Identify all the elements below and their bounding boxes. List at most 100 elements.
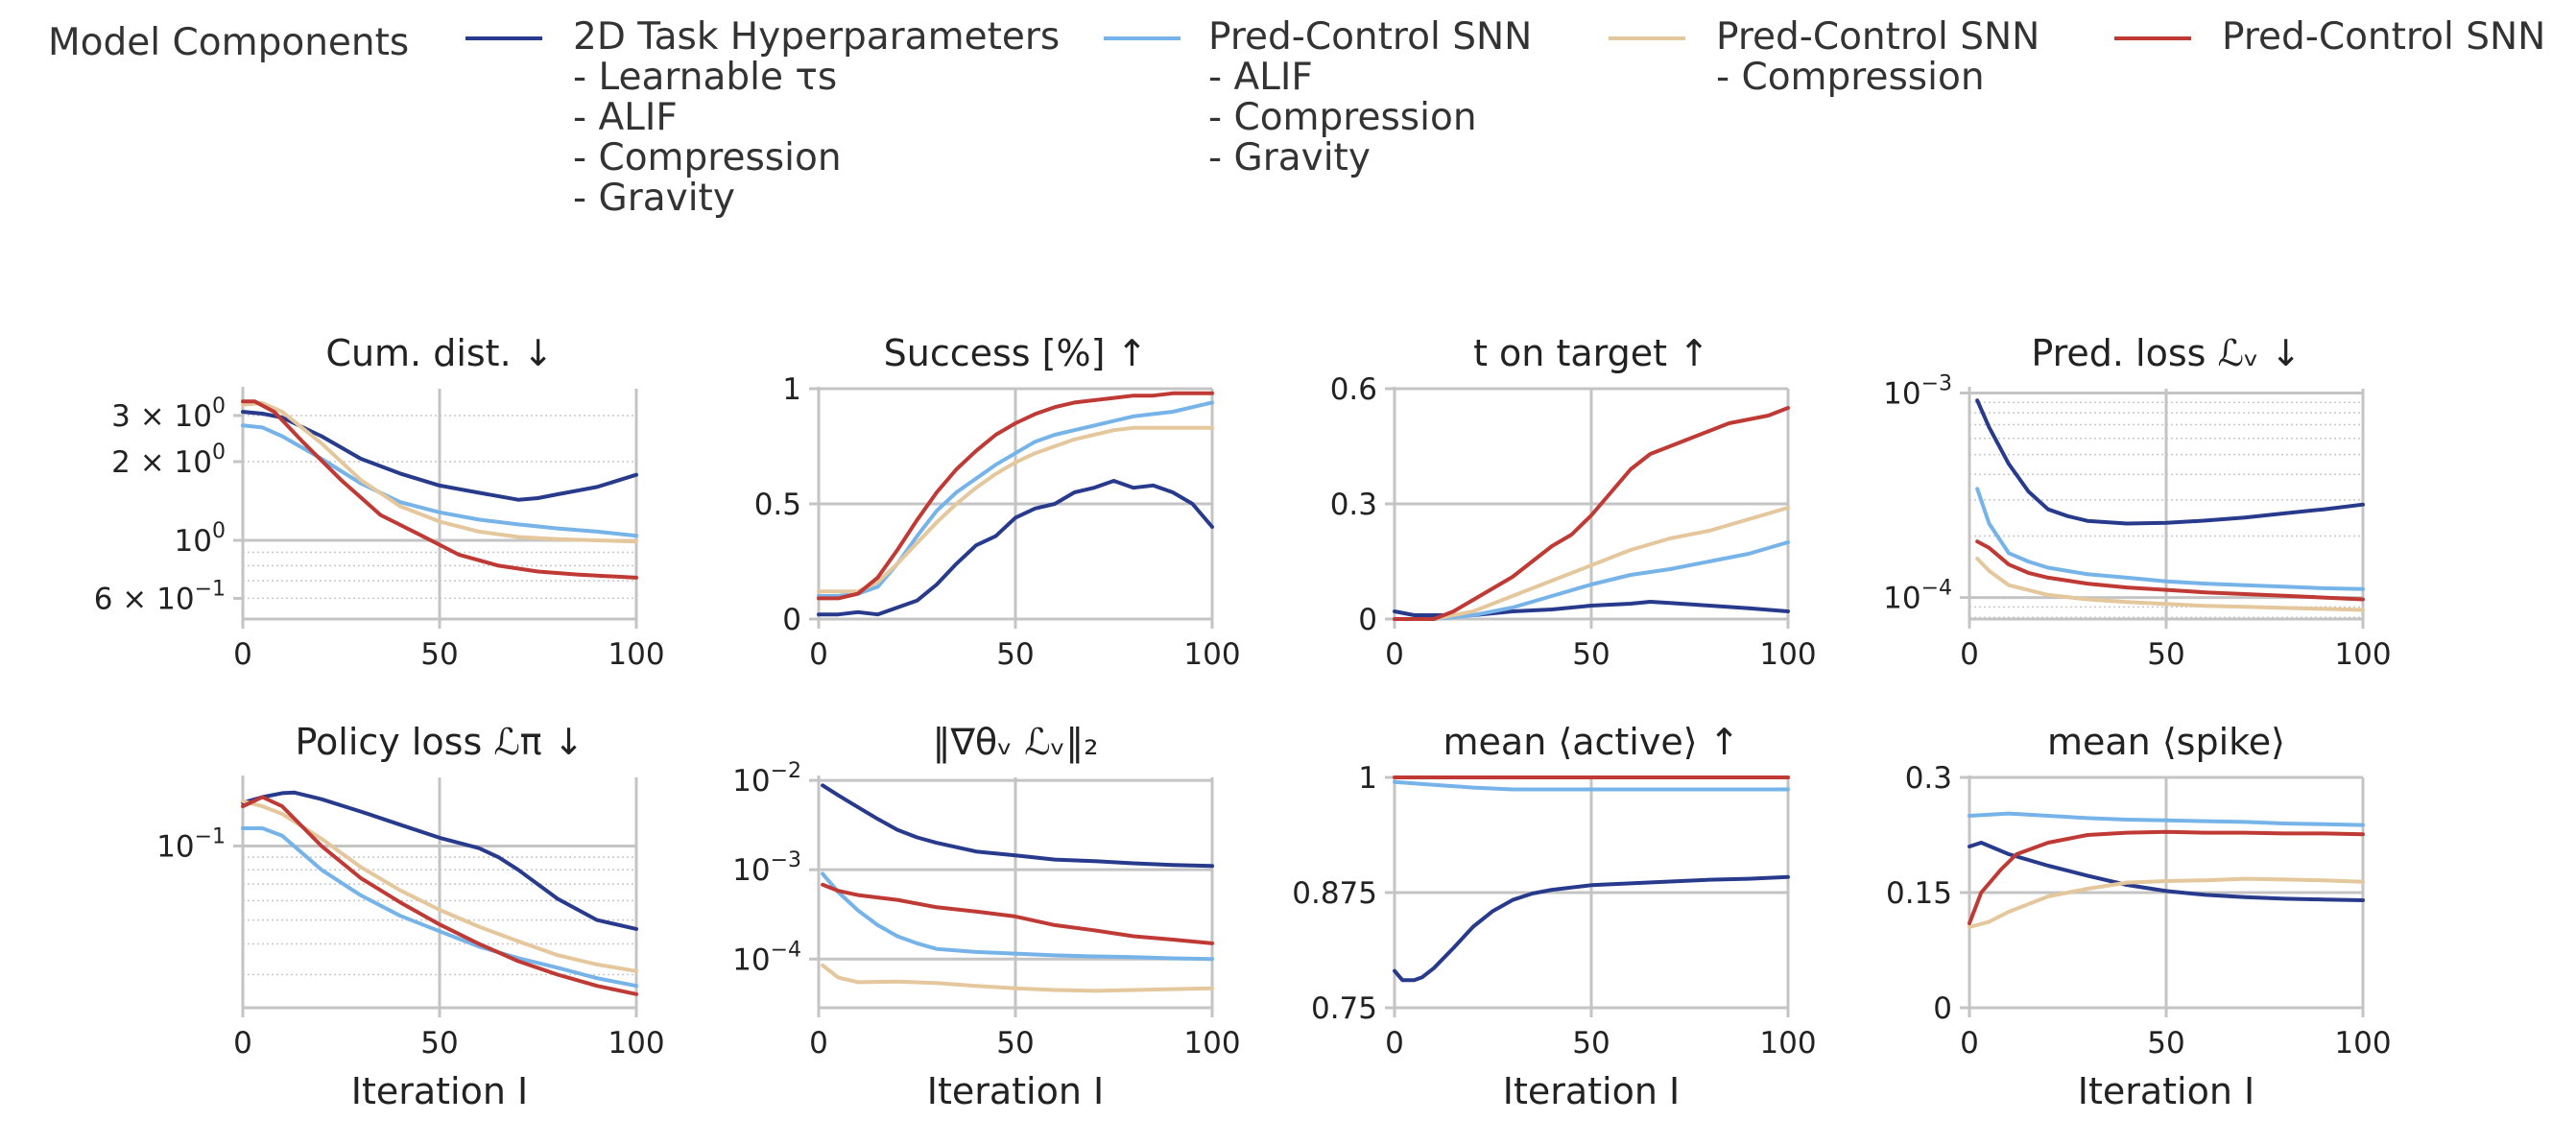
- subplot: 0 50 100 0 0.5 1 Success [%] ↑: [754, 332, 1241, 672]
- x-tick-label: 100: [1759, 637, 1816, 672]
- x-tick-label: 50: [2147, 637, 2184, 672]
- x-axis-label: Iteration I: [1503, 1070, 1680, 1112]
- x-tick-label: 0: [809, 1026, 828, 1061]
- y-tick-label: 6 × 10−1: [94, 577, 226, 616]
- y-tick-label: 2 × 100: [111, 441, 226, 480]
- series-line: [1393, 540, 1790, 621]
- x-tick-label: 50: [1572, 1026, 1610, 1061]
- x-tick-label: 50: [996, 637, 1034, 672]
- legend-entry: Pred-Control SNN - Compression: [1609, 15, 2039, 99]
- series-line: [1393, 779, 1790, 792]
- legend-line: Pred-Control SNN: [2222, 15, 2545, 59]
- series-line: [821, 871, 1214, 962]
- subplot: 0 50 100 0 0.15 0.3 mean ⟨spike⟩ Iteration I: [1886, 721, 2392, 1112]
- y-tick-label: 1: [782, 372, 801, 407]
- series-line: [1968, 876, 2365, 929]
- series-line: [821, 783, 1214, 869]
- y-tick-label: 0.875: [1292, 876, 1377, 911]
- series-line: [241, 799, 638, 973]
- y-tick-label: 10−3: [1883, 372, 1952, 412]
- y-tick-label: 10−4: [1883, 577, 1952, 616]
- legend-line: - Compression: [573, 136, 842, 179]
- x-tick-label: 100: [2334, 1026, 2391, 1061]
- y-tick-label: 10−2: [732, 759, 801, 799]
- y-tick-label: 10−3: [732, 848, 801, 888]
- series-line: [821, 882, 1214, 945]
- series-line: [817, 400, 1214, 598]
- series-line: [241, 400, 638, 544]
- legend: Model Components 2D Task Hyperparameters…: [48, 15, 2545, 220]
- series-line: [241, 423, 638, 538]
- legend-entry: 2D Task Hyperparameters - Learnable τs -…: [465, 15, 1060, 220]
- series-line: [1975, 487, 2365, 591]
- x-tick-label: 0: [1960, 637, 1979, 672]
- x-axis-label: Iteration I: [2078, 1070, 2254, 1112]
- y-tick-label: 0: [1933, 991, 1952, 1026]
- y-tick-label: 0.6: [1330, 372, 1377, 407]
- legend-line: - Gravity: [1208, 136, 1371, 179]
- y-tick-label: 100: [175, 519, 226, 559]
- y-tick-label: 0.3: [1905, 761, 1952, 796]
- y-tick-label: 10−4: [732, 938, 801, 977]
- legend-line: - Compression: [1208, 96, 1477, 139]
- y-tick-label: 0: [782, 603, 801, 637]
- series-line: [1968, 841, 2365, 902]
- x-tick-label: 0: [809, 637, 828, 672]
- x-tick-label: 50: [420, 1026, 458, 1061]
- x-tick-label: 0: [233, 637, 252, 672]
- series-line: [1393, 600, 1790, 617]
- series-line: [1975, 557, 2365, 612]
- legend-line: - ALIF: [573, 96, 678, 139]
- subplot-title: Cum. dist. ↓: [325, 332, 553, 374]
- subplot-title: Pred. loss ℒᵥ ↓: [2031, 332, 2301, 374]
- subplot-title: t on target ↑: [1473, 332, 1709, 374]
- legend-line: Pred-Control SNN: [1208, 15, 1532, 59]
- legend-entry: Pred-Control SNN: [2114, 15, 2545, 59]
- y-tick-label: 0.15: [1886, 876, 1952, 911]
- y-tick-label: 1: [1358, 761, 1377, 796]
- subplot: 0 50 100 10−1 Policy loss ℒπ ↓ Iteration I: [156, 721, 664, 1112]
- legend-line: Pred-Control SNN: [1716, 15, 2039, 59]
- series-line: [1393, 506, 1790, 621]
- legend-line: 2D Task Hyperparameters: [573, 15, 1060, 59]
- x-tick-label: 100: [608, 637, 664, 672]
- x-tick-label: 50: [2147, 1026, 2184, 1061]
- series-line: [817, 391, 1214, 601]
- subplot: 0 50 100 0.75 0.875 1 mean ⟨active⟩ ↑ Iteration…: [1292, 721, 1816, 1112]
- series-line: [817, 425, 1214, 594]
- legend-line: - ALIF: [1208, 56, 1313, 99]
- legend-title: Model Components: [48, 21, 409, 64]
- x-tick-label: 100: [608, 1026, 664, 1061]
- x-tick-label: 100: [1183, 637, 1240, 672]
- x-tick-label: 0: [233, 1026, 252, 1061]
- series-line: [1968, 829, 2365, 925]
- x-tick-label: 100: [1183, 1026, 1240, 1061]
- subplot-title: mean ⟨active⟩ ↑: [1443, 721, 1740, 763]
- subplot-title: mean ⟨spike⟩: [2047, 721, 2285, 763]
- x-axis-label: Iteration I: [927, 1070, 1104, 1112]
- subplot: 0 50 100 3 × 100 2 × 100 100 6 × 10−1 Cum. dist…: [94, 332, 665, 672]
- y-tick-label: 0.3: [1330, 488, 1377, 522]
- subplot-title: Success [%] ↑: [884, 332, 1148, 374]
- y-tick-label: 3 × 100: [111, 394, 226, 434]
- y-tick-label: 0.5: [754, 488, 801, 522]
- series-line: [241, 790, 638, 931]
- subplot-title: Policy loss ℒπ ↓: [295, 721, 584, 763]
- series-line: [1393, 874, 1790, 983]
- x-tick-label: 0: [1385, 1026, 1404, 1061]
- subplot: 0 50 100 10−3 10−4 Pred. loss ℒᵥ ↓: [1883, 332, 2391, 672]
- x-tick-label: 50: [1572, 637, 1610, 672]
- legend-entry: Pred-Control SNN - ALIF - Compression - …: [1104, 15, 1532, 179]
- subplot: 0 50 100 0 0.3 0.6 t on target ↑: [1330, 332, 1817, 672]
- y-tick-label: 0: [1358, 603, 1377, 637]
- series-line: [1393, 406, 1790, 621]
- series-line: [1975, 398, 2365, 526]
- y-tick-label: 10−1: [156, 824, 226, 864]
- subplot-title: ‖∇θᵥ ℒᵥ‖₂: [932, 721, 1098, 764]
- x-axis-label: Iteration I: [351, 1070, 528, 1112]
- legend-line: - Learnable τs: [573, 56, 837, 99]
- series-line: [241, 826, 638, 989]
- series-line: [821, 963, 1214, 993]
